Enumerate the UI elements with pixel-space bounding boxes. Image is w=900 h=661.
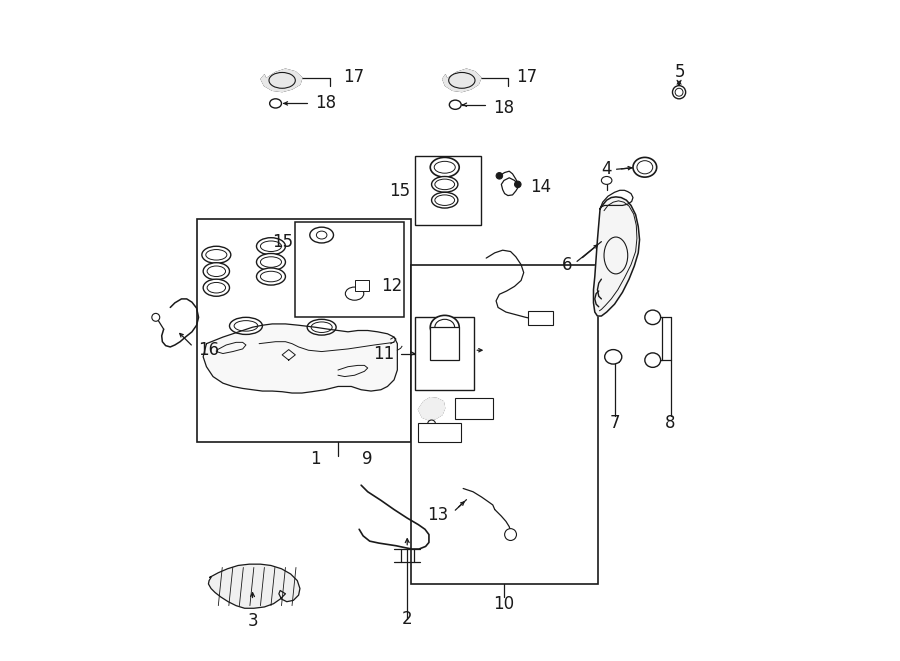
Bar — [415, 156, 481, 225]
Polygon shape — [443, 69, 481, 92]
Bar — [295, 222, 404, 317]
Text: 8: 8 — [665, 414, 676, 432]
Ellipse shape — [435, 195, 454, 206]
Ellipse shape — [430, 315, 459, 339]
Ellipse shape — [672, 86, 686, 98]
Ellipse shape — [202, 247, 230, 263]
Text: 13: 13 — [428, 506, 449, 524]
Ellipse shape — [260, 241, 282, 252]
Ellipse shape — [605, 350, 622, 364]
Text: 7: 7 — [609, 414, 620, 432]
Ellipse shape — [604, 237, 627, 274]
Ellipse shape — [637, 161, 652, 174]
Ellipse shape — [310, 227, 334, 243]
Bar — [415, 317, 474, 390]
Polygon shape — [209, 564, 300, 608]
Ellipse shape — [203, 262, 230, 280]
Bar — [430, 327, 459, 360]
Polygon shape — [418, 398, 445, 420]
Ellipse shape — [449, 100, 461, 109]
Ellipse shape — [432, 176, 458, 192]
Ellipse shape — [207, 282, 226, 293]
Text: 15: 15 — [272, 233, 293, 251]
Ellipse shape — [430, 157, 459, 177]
Ellipse shape — [256, 268, 285, 285]
Ellipse shape — [434, 161, 455, 173]
Text: 4: 4 — [601, 160, 611, 178]
Bar — [455, 399, 493, 419]
Bar — [355, 280, 369, 291]
Bar — [527, 311, 553, 325]
Ellipse shape — [234, 321, 257, 331]
Ellipse shape — [307, 319, 336, 335]
Ellipse shape — [256, 253, 285, 270]
Text: 15: 15 — [390, 182, 410, 200]
Ellipse shape — [311, 322, 332, 332]
Text: 17: 17 — [344, 68, 364, 86]
Ellipse shape — [675, 89, 683, 96]
Ellipse shape — [256, 238, 285, 254]
Ellipse shape — [449, 73, 475, 89]
Text: 16: 16 — [199, 341, 220, 359]
Ellipse shape — [428, 420, 436, 428]
Text: 17: 17 — [516, 68, 537, 86]
Ellipse shape — [633, 157, 657, 177]
Ellipse shape — [260, 271, 282, 282]
Ellipse shape — [203, 279, 230, 296]
Ellipse shape — [152, 313, 159, 321]
Ellipse shape — [435, 179, 454, 190]
Text: 9: 9 — [363, 450, 373, 468]
Ellipse shape — [317, 231, 327, 239]
Ellipse shape — [432, 192, 458, 208]
Text: 14: 14 — [530, 178, 552, 196]
Text: 12: 12 — [381, 277, 402, 295]
Text: 6: 6 — [562, 256, 572, 274]
Ellipse shape — [230, 317, 263, 334]
Ellipse shape — [346, 287, 364, 300]
Ellipse shape — [270, 98, 282, 108]
Ellipse shape — [505, 529, 517, 541]
Ellipse shape — [435, 319, 454, 335]
Text: 3: 3 — [248, 613, 257, 631]
Ellipse shape — [644, 353, 661, 368]
Text: 1: 1 — [310, 450, 320, 468]
Text: 10: 10 — [493, 595, 515, 613]
Polygon shape — [261, 69, 302, 92]
Ellipse shape — [644, 310, 661, 325]
Text: 11: 11 — [373, 344, 394, 362]
Ellipse shape — [269, 73, 295, 89]
Ellipse shape — [260, 256, 282, 267]
Ellipse shape — [601, 176, 612, 184]
Bar — [418, 422, 461, 442]
Text: 18: 18 — [493, 99, 514, 117]
Polygon shape — [203, 324, 397, 393]
Polygon shape — [593, 197, 640, 316]
Bar — [410, 264, 598, 584]
Ellipse shape — [515, 181, 521, 188]
Text: 2: 2 — [402, 610, 412, 628]
Bar — [196, 219, 410, 442]
Ellipse shape — [207, 266, 226, 276]
Text: 5: 5 — [675, 63, 686, 81]
Text: 18: 18 — [315, 95, 337, 112]
Ellipse shape — [496, 173, 503, 179]
Ellipse shape — [206, 250, 227, 260]
